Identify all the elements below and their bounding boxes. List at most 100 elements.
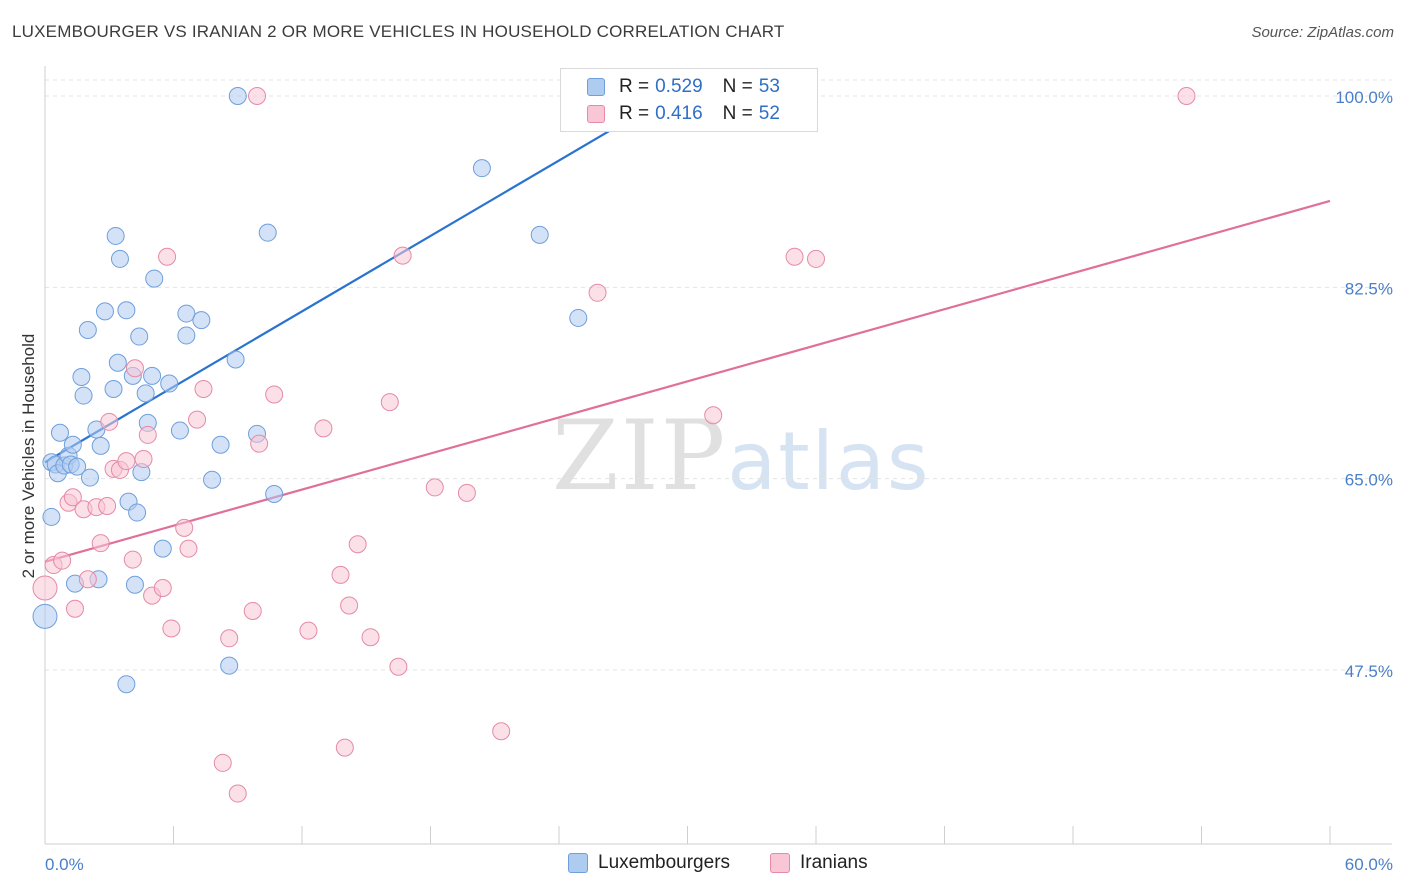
series-swatch-luxembourgers <box>568 853 588 873</box>
data-point <box>162 619 181 638</box>
data-point <box>53 551 72 570</box>
series-legend-luxembourgers[interactable]: Luxembourgers <box>568 852 730 874</box>
data-point <box>95 302 114 321</box>
source-label: Source: ZipAtlas.com <box>1251 24 1394 41</box>
data-point <box>32 575 58 601</box>
data-point <box>104 380 123 399</box>
data-point <box>158 247 177 266</box>
data-point <box>335 738 354 757</box>
data-point <box>74 386 93 405</box>
data-point <box>457 483 476 502</box>
watermark-atlas: atlas <box>727 415 931 508</box>
data-point <box>50 423 69 442</box>
trend-lines <box>44 84 1331 563</box>
data-point <box>125 359 144 378</box>
data-point <box>348 535 367 554</box>
data-point <box>63 435 82 454</box>
data-point <box>42 507 61 526</box>
data-point <box>380 393 399 412</box>
series-label-luxembourgers: Luxembourgers <box>598 852 731 873</box>
series-iranians <box>32 87 1196 803</box>
series-luxembourgers <box>32 87 588 694</box>
y-axis-label: 2 or more Vehicles in Household <box>19 334 38 579</box>
data-point <box>340 596 359 615</box>
data-point <box>220 629 239 648</box>
data-point <box>100 412 119 431</box>
legend-n-value: 52 <box>758 103 780 124</box>
data-point <box>192 311 211 330</box>
data-point <box>472 159 491 178</box>
data-point <box>265 484 284 503</box>
y-tick-label: 47.5% <box>1345 662 1393 681</box>
data-point <box>32 603 58 629</box>
legend-n-label: N = <box>722 76 753 97</box>
data-point <box>179 539 198 558</box>
data-points <box>32 87 1196 803</box>
data-point <box>108 353 127 372</box>
data-point <box>136 384 155 403</box>
data-point <box>393 246 412 265</box>
data-point <box>78 320 97 339</box>
data-point <box>117 452 136 471</box>
tick-labels: 47.5% 65.0% 82.5% 100.0% 0.0% 60.0% <box>45 88 1393 874</box>
data-point <box>145 269 164 288</box>
data-point <box>177 326 196 345</box>
data-point <box>91 436 110 455</box>
data-point <box>98 497 117 515</box>
series-swatch-iranians <box>770 853 790 873</box>
data-point <box>213 753 232 772</box>
data-point <box>248 87 267 105</box>
data-point <box>65 599 84 618</box>
data-point <box>785 247 804 266</box>
legend-n-label: N = <box>722 103 753 124</box>
data-point <box>117 675 136 694</box>
data-point <box>160 374 179 393</box>
series-legend-iranians[interactable]: Iranians <box>770 852 868 874</box>
legend-swatch-luxembourgers <box>587 78 605 96</box>
data-point <box>331 565 350 584</box>
data-point <box>314 419 333 438</box>
x-tick-label-min: 0.0% <box>45 855 84 874</box>
data-point <box>1177 87 1196 105</box>
watermark-zip: ZIP <box>552 400 728 512</box>
data-point <box>569 308 588 327</box>
watermark: ZIPatlas <box>552 400 931 512</box>
axes <box>44 66 1392 845</box>
data-point <box>78 570 97 589</box>
data-point <box>203 470 222 489</box>
data-point <box>361 628 380 647</box>
data-point <box>72 367 91 386</box>
data-point <box>425 478 444 497</box>
data-point <box>91 534 110 553</box>
data-point <box>63 488 82 507</box>
trend-line-luxembourgers <box>44 84 689 464</box>
data-point <box>226 350 245 369</box>
data-point <box>220 656 239 675</box>
data-point <box>704 406 723 425</box>
data-point <box>265 385 284 404</box>
data-point <box>228 87 247 105</box>
data-point <box>153 539 172 558</box>
y-tick-label: 82.5% <box>1345 279 1393 298</box>
y-tick-label: 100.0% <box>1335 88 1393 107</box>
data-point <box>130 327 149 346</box>
x-tick-label-max: 60.0% <box>1345 855 1393 874</box>
data-point <box>128 503 147 522</box>
data-point <box>243 601 262 620</box>
data-point <box>389 657 408 676</box>
legend-r-value: 0.529 <box>655 76 703 97</box>
data-point <box>194 380 213 399</box>
data-point <box>492 722 511 741</box>
data-point <box>188 410 207 429</box>
legend-n-value: 53 <box>758 76 780 97</box>
data-point <box>123 550 142 569</box>
trend-line-iranians <box>44 199 1331 563</box>
legend-row-luxembourgers: R = 0.529 N = 53 <box>587 75 780 99</box>
legend-r-label: R = <box>619 103 650 124</box>
data-point <box>250 434 269 453</box>
data-point <box>80 468 99 487</box>
series-legend: Luxembourgers Iranians <box>0 852 1406 878</box>
data-point <box>175 518 194 537</box>
data-point <box>177 304 196 323</box>
data-point <box>228 784 247 803</box>
